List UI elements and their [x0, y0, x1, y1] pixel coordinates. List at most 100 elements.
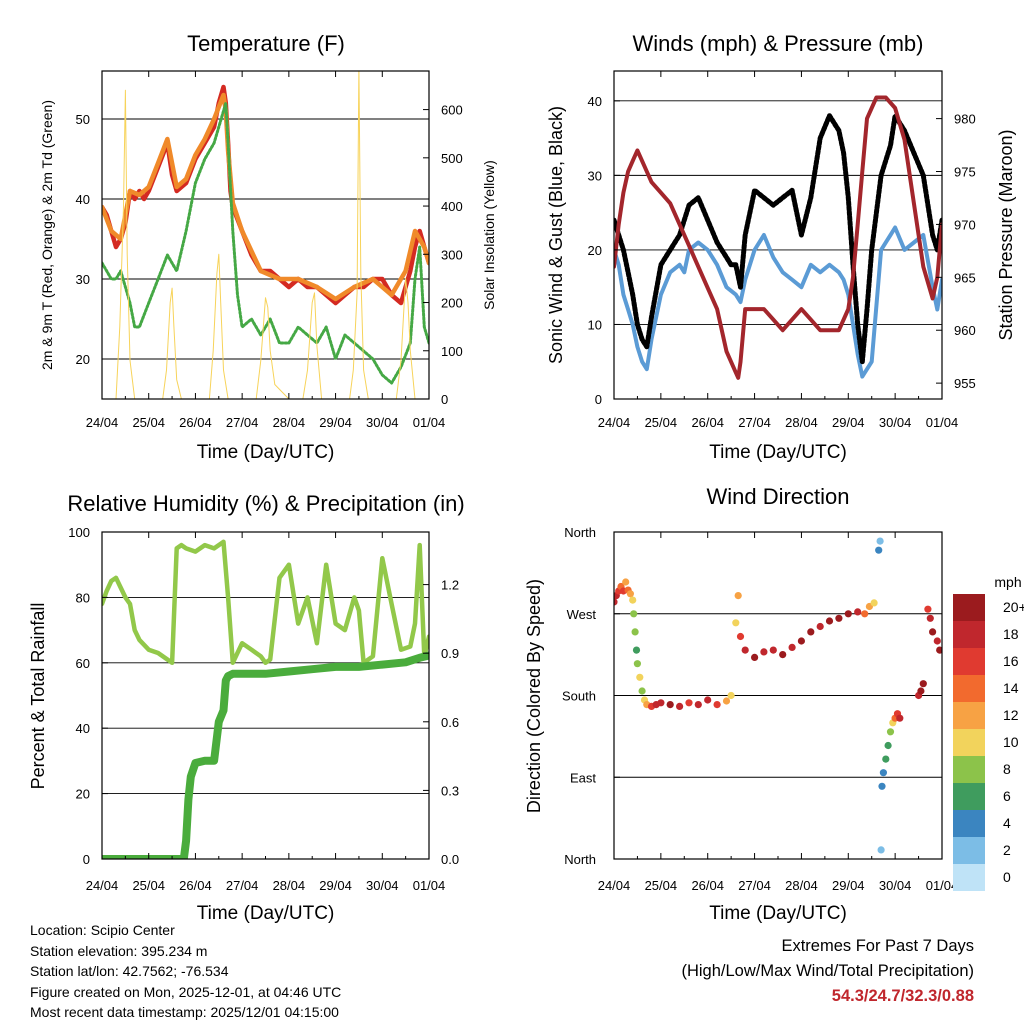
colorbar-swatch: [953, 702, 985, 729]
temperature-y-axis-title: 2m & 9m T (Red, Orange) & 2m Td (Green): [39, 100, 55, 370]
wind_direction-x-tick-label: 24/04: [598, 878, 631, 893]
wind_direction-x-tick-label: 26/04: [691, 878, 724, 893]
winds-x-tick-label: 28/04: [785, 415, 818, 430]
wind_direction-y-tick-label: East: [570, 770, 596, 785]
humidity-y-tick-label-right: 1.2: [441, 578, 459, 593]
wind-direction-point: [807, 628, 815, 636]
colorbar-swatch: [953, 837, 985, 864]
humidity-plot-area: [102, 539, 429, 859]
temperature-y-tick-label-right: 100: [441, 344, 463, 359]
wind-direction-point: [878, 782, 886, 790]
wind-direction-point: [638, 687, 646, 695]
colorbar-label: 6: [1003, 788, 1011, 804]
wind-direction-point: [727, 691, 735, 700]
extremes-summary: Extremes For Past 7 Days (High/Low/Max W…: [681, 934, 974, 1009]
wind-direction-point: [936, 646, 942, 654]
wind-direction-point: [631, 628, 639, 636]
colorbar-label: 20+: [1003, 599, 1024, 615]
winds-chart: 24/04 25/04 26/04 27/04 28/04 29/04 30/04 01/04…: [546, 31, 1016, 463]
temperature-y-tick-label-right: 400: [441, 199, 463, 214]
winds-x-tick-label: 29/04: [832, 415, 865, 430]
humidity-y-tick-label: 80: [76, 590, 90, 605]
wind_direction-y-axis-title: Direction (Colored By Speed): [524, 579, 544, 813]
temperature-x-tick-label: 24/04: [86, 415, 119, 430]
wind-direction-point: [875, 546, 883, 554]
wind-direction-point: [917, 687, 925, 695]
temperature-title: Temperature (F): [187, 31, 345, 56]
station-latlon: Station lat/lon: 42.7562; -76.534: [30, 963, 229, 979]
humidity-x-tick-label: 24/04: [86, 878, 119, 893]
winds-y-tick-label-right: 970: [954, 217, 976, 232]
humidity-y-tick-label-right: 0.3: [441, 783, 459, 798]
colorbar-label: 8: [1003, 761, 1011, 777]
wind-direction-point: [879, 769, 888, 777]
temperature-y-tick-label: 30: [76, 272, 90, 287]
winds-x-tick-label: 25/04: [645, 415, 678, 430]
temperature-frame: [101, 70, 430, 400]
temperature-series-9m-t: [102, 92, 429, 302]
winds-y-axis-title: Sonic Wind & Gust (Blue, Black): [546, 106, 566, 364]
winds-title: Winds (mph) & Pressure (mb): [633, 31, 924, 56]
temperature-y-tick-label-right: 300: [441, 247, 463, 262]
station-info: Location: Scipio Center Station elevatio…: [30, 920, 341, 1023]
wind_direction-x-tick-label: 30/04: [879, 878, 912, 893]
humidity-x-tick-label: 28/04: [273, 878, 306, 893]
colorbar-swatch: [953, 756, 985, 783]
wind-direction-point: [884, 741, 892, 750]
wind_direction-x-axis-title: Time (Day/UTC): [709, 903, 847, 924]
winds-x-tick-label: 27/04: [738, 415, 771, 430]
winds-x-tick-label: 30/04: [879, 415, 912, 430]
colorbar-label: 2: [1003, 842, 1011, 858]
humidity-series-relative-humidity: [102, 539, 429, 666]
wind-direction-point: [732, 619, 740, 627]
colorbar-title: mph: [994, 574, 1021, 590]
wind-direction-point: [877, 846, 885, 854]
temperature-x-tick-label: 29/04: [319, 415, 352, 430]
wind-direction-point: [629, 596, 637, 604]
wind-direction-point: [713, 701, 721, 709]
wind-direction-point: [769, 646, 777, 654]
wind-direction-point: [760, 648, 768, 656]
temperature-y-tick-label-right: 600: [441, 103, 463, 118]
wind_direction-chart: 24/04 25/04 26/04 27/04 28/04 29/04 30/04 01/04…: [524, 484, 1024, 924]
wind-direction-point: [704, 696, 712, 704]
humidity-y-tick-label-right: 0.9: [441, 646, 459, 661]
winds-y-tick-label-right: 960: [954, 323, 976, 338]
wind-direction-point: [876, 537, 884, 545]
wind-direction-point: [722, 697, 731, 705]
humidity-x-tick-label: 29/04: [319, 878, 352, 893]
humidity-x-tick-label: 26/04: [179, 878, 212, 893]
wind-direction-point: [741, 646, 749, 654]
temperature-x-tick-label: 26/04: [179, 415, 212, 430]
temperature-y-tick-label-right: 500: [441, 151, 463, 166]
wind-direction-point: [924, 605, 932, 613]
station-elevation: Station elevation: 395.234 m: [30, 942, 208, 959]
temperature-series-solar: [102, 71, 429, 399]
wind-direction-point: [734, 592, 742, 600]
winds-y-tick-label-right: 965: [954, 270, 976, 285]
colorbar-label: 4: [1003, 815, 1011, 831]
winds-y-tick-label-right: 980: [954, 112, 976, 127]
winds-y-tick-label: 10: [588, 317, 602, 332]
wind-direction-point: [633, 660, 642, 668]
temperature-x-tick-label: 27/04: [226, 415, 259, 430]
wind-direction-point: [929, 628, 937, 636]
winds-x-tick-label: 01/04: [926, 415, 959, 430]
colorbar-label: 14: [1003, 680, 1019, 696]
wind_direction-x-tick-label: 29/04: [832, 878, 865, 893]
temperature-x-axis-title: Time (Day/UTC): [197, 442, 335, 463]
temperature-y-tick-label: 20: [76, 352, 90, 367]
wind-direction-point: [926, 614, 934, 622]
wind_direction-y-tick-label: West: [567, 607, 597, 622]
temperature-plot-area: [102, 71, 429, 399]
temperature-series-2m-td: [102, 101, 429, 385]
colorbar-label: 10: [1003, 734, 1019, 750]
temperature-x-tick-label: 25/04: [132, 415, 165, 430]
humidity-y-tick-label: 40: [76, 721, 90, 736]
wind-direction-point: [870, 599, 878, 607]
colorbar-label: 18: [1003, 626, 1019, 642]
wind-direction-point: [886, 728, 895, 736]
humidity-series-total-precipitation: [102, 651, 429, 859]
winds-series-sonic-wind: [614, 225, 942, 379]
latest-timestamp: Most recent data timestamp: 2025/12/01 0…: [30, 1004, 339, 1020]
